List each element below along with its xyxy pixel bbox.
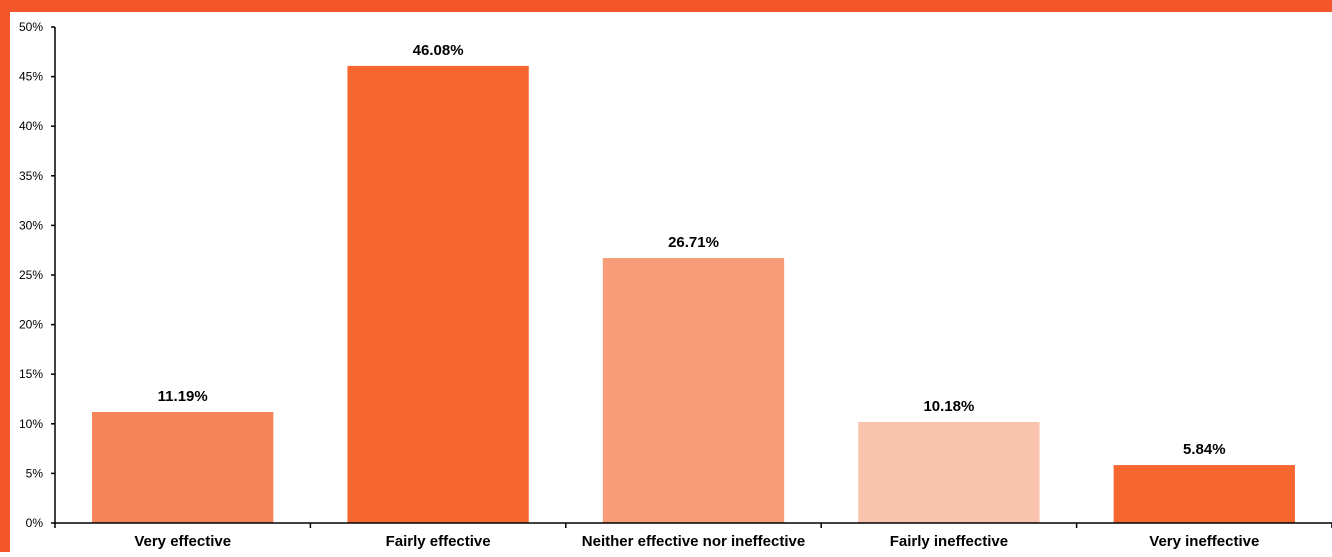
category-label: Very ineffective xyxy=(1149,533,1259,550)
category-label: Very effective xyxy=(134,533,231,550)
data-label: 46.08% xyxy=(413,42,464,59)
data-label: 26.71% xyxy=(668,234,719,251)
top-border xyxy=(0,0,1332,12)
bar xyxy=(858,422,1040,523)
category-label: Fairly effective xyxy=(386,533,491,550)
bar xyxy=(602,258,785,523)
left-border xyxy=(0,0,10,552)
data-label: 11.19% xyxy=(158,388,208,405)
y-tick-label: 40% xyxy=(19,119,43,133)
y-tick-label: 45% xyxy=(19,70,43,84)
category-label: Fairly ineffective xyxy=(890,533,1008,550)
y-tick-label: 20% xyxy=(19,318,43,332)
data-label: 10.18% xyxy=(923,398,974,415)
y-tick-label: 25% xyxy=(19,268,43,282)
y-axis-ticks: 0% 5% 10% 15% 20% 25% 30% 35% 40% 45% 50% xyxy=(19,20,55,530)
bars: 11.19% 46.08% 26.71% 10.18% 5.84% xyxy=(92,42,1295,523)
x-axis-ticks: Very effective Fairly effective Neither ef… xyxy=(54,523,1332,550)
y-tick-label: 35% xyxy=(19,169,43,183)
y-tick-label: 5% xyxy=(26,466,44,480)
category-label: Neither effective nor ineffective xyxy=(582,533,805,550)
data-label: 5.84% xyxy=(1183,441,1226,458)
bar xyxy=(1113,465,1295,523)
y-tick-label: 15% xyxy=(19,367,43,381)
y-tick-label: 10% xyxy=(19,417,43,431)
bar xyxy=(347,65,529,523)
y-tick-label: 30% xyxy=(19,218,43,232)
y-tick-label: 50% xyxy=(19,20,43,34)
bar xyxy=(92,411,274,523)
y-tick-label: 0% xyxy=(26,516,44,530)
